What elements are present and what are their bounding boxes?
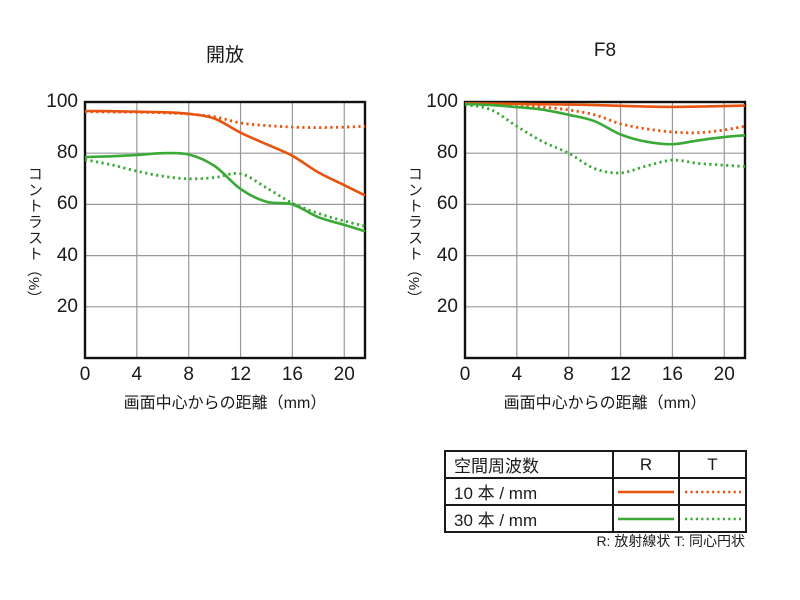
x-axis-label: 画面中心からの距離（mm） bbox=[503, 395, 707, 412]
mtf-plot-svg bbox=[83, 100, 367, 360]
legend-header-t: T bbox=[678, 450, 747, 479]
legend-row-30lpmm: 30 本 / mm bbox=[444, 504, 747, 533]
chart-title-f8: F8 bbox=[593, 40, 617, 61]
y-axis-label-unit: （%） bbox=[405, 262, 422, 306]
x-tick-label: 8 bbox=[183, 364, 194, 385]
legend-row-10lpmm: 10 本 / mm bbox=[444, 477, 747, 506]
y-tick-label: 100 bbox=[46, 91, 78, 112]
x-axis-label: 画面中心からの距離（mm） bbox=[123, 395, 327, 412]
y-tick-label: 40 bbox=[56, 244, 78, 266]
y-axis-label: コントラスト （%） bbox=[404, 166, 425, 316]
mtf-plot-svg bbox=[463, 100, 747, 360]
x-tick-label: 0 bbox=[79, 364, 91, 385]
legend-swatch-30-t bbox=[678, 504, 747, 533]
chart-title-wide-open: 開放 bbox=[205, 45, 244, 66]
y-axis-label-text: コントラスト bbox=[406, 166, 423, 262]
y-axis-label: コントラスト （%） bbox=[24, 166, 45, 316]
x-tick-label: 20 bbox=[333, 364, 355, 385]
y-tick-label: 60 bbox=[56, 193, 78, 215]
solid-green-line-icon bbox=[618, 517, 674, 520]
solid-orange-line-icon bbox=[618, 490, 674, 493]
y-tick-label: 20 bbox=[436, 295, 458, 317]
legend-label-30lpmm: 30 本 / mm bbox=[444, 504, 614, 533]
y-tick-label: 100 bbox=[426, 91, 458, 112]
x-tick-label: 0 bbox=[459, 364, 471, 385]
legend-swatch-30-r bbox=[612, 504, 680, 533]
x-tick-label: 4 bbox=[131, 364, 143, 385]
dotted-orange-line-icon bbox=[684, 490, 741, 493]
dotted-green-line-icon bbox=[684, 517, 741, 520]
y-tick-label: 80 bbox=[56, 142, 78, 164]
y-axis-label-unit: （%） bbox=[25, 262, 42, 306]
plot-area bbox=[463, 100, 747, 360]
legend-swatch-10-t bbox=[678, 477, 747, 506]
x-tick-label: 16 bbox=[661, 364, 683, 385]
legend-footnote: R: 放射線状 T: 同心円状 bbox=[596, 533, 745, 549]
mtf-chart-wide-open: 開放 コントラスト （%） 100 80 60 40 20 0 4 8 12 16 20 画面中心か… bbox=[0, 0, 400, 430]
plot-area bbox=[83, 100, 367, 360]
y-tick-label: 60 bbox=[436, 193, 458, 215]
legend-label-10lpmm: 10 本 / mm bbox=[444, 477, 614, 506]
legend-table: 空間周波数 R T 10 本 / mm 30 本 / mm bbox=[444, 450, 747, 533]
y-tick-label: 80 bbox=[436, 142, 458, 164]
legend-header-frequency: 空間周波数 bbox=[444, 450, 614, 479]
y-tick-label: 20 bbox=[56, 295, 78, 317]
legend-header-r: R bbox=[612, 450, 680, 479]
mtf-chart-f8: F8 コントラスト （%） 100 80 60 40 20 0 4 8 12 16 20 画面中心か… bbox=[380, 0, 780, 430]
y-axis-label-text: コントラスト bbox=[26, 166, 43, 262]
x-tick-label: 12 bbox=[229, 364, 252, 385]
x-tick-label: 8 bbox=[563, 364, 574, 385]
y-tick-label: 40 bbox=[436, 244, 458, 266]
x-tick-label: 12 bbox=[609, 364, 632, 385]
x-tick-label: 16 bbox=[281, 364, 303, 385]
x-tick-label: 20 bbox=[713, 364, 735, 385]
x-tick-label: 4 bbox=[511, 364, 523, 385]
legend-swatch-10-r bbox=[612, 477, 680, 506]
legend-header-row: 空間周波数 R T bbox=[444, 450, 747, 479]
